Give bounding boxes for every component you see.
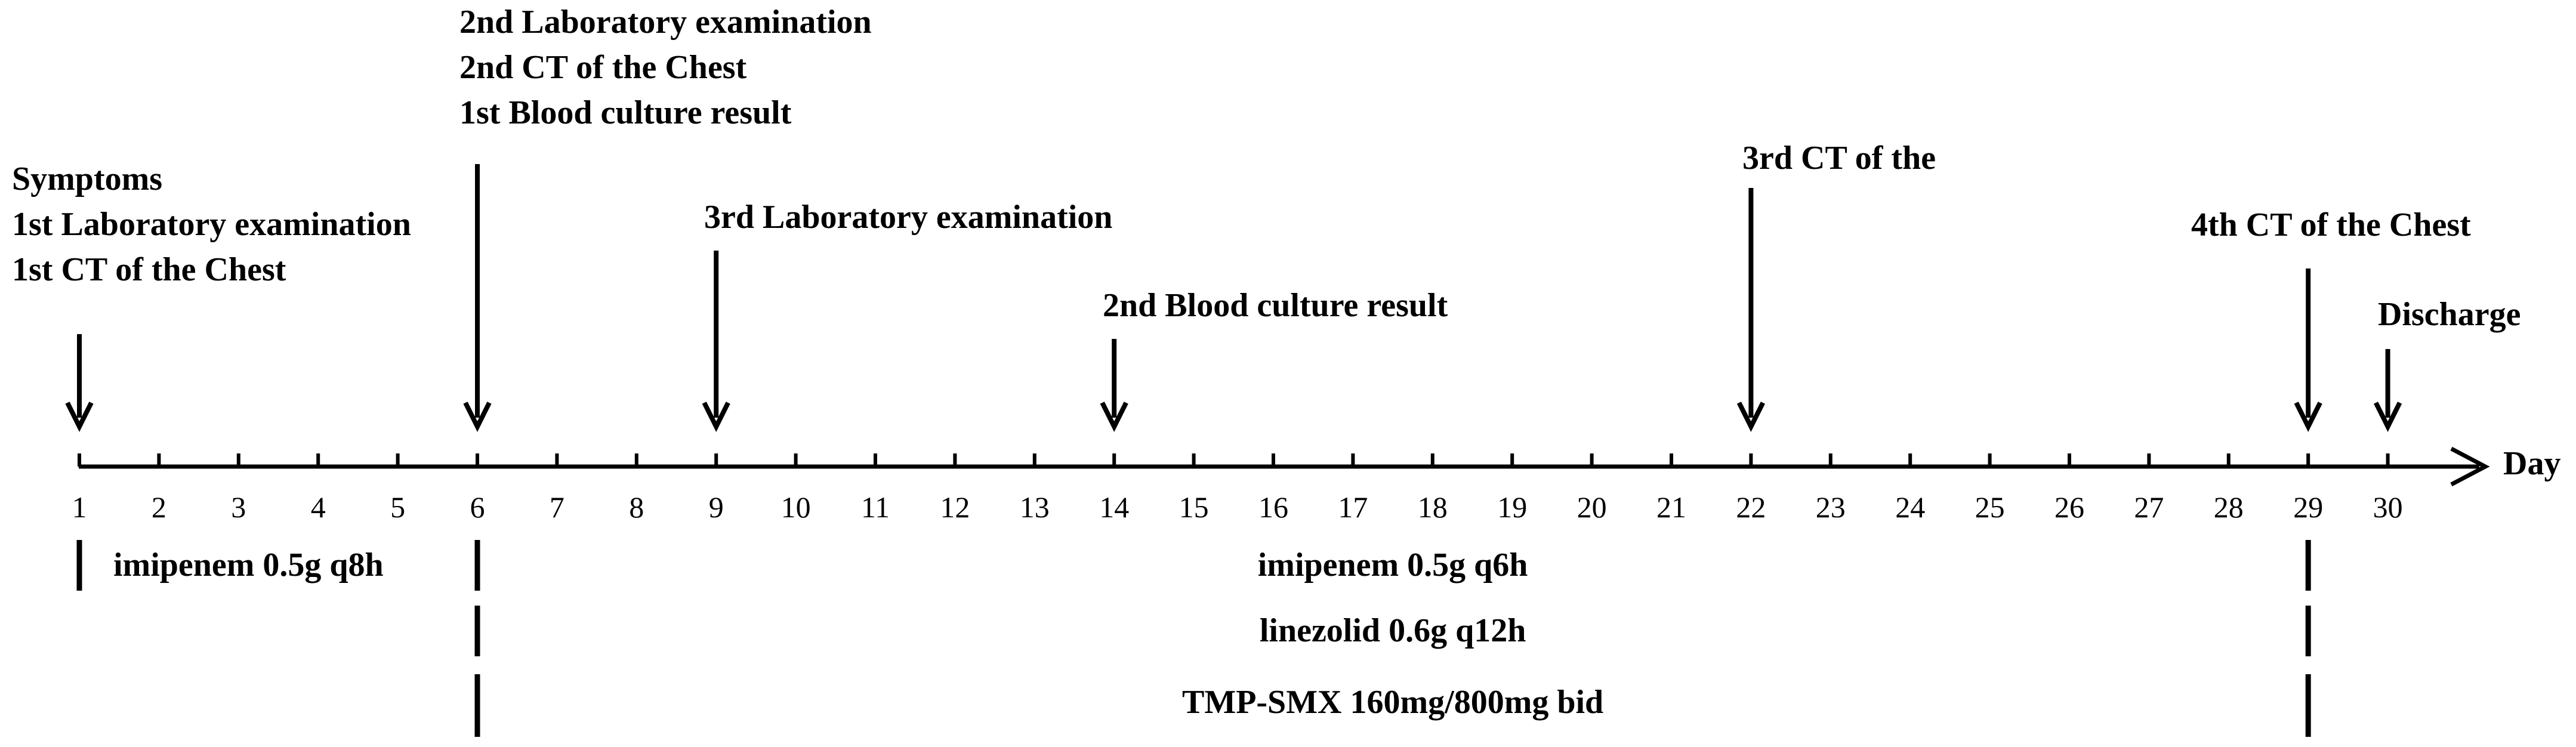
event-arrowhead	[463, 402, 492, 432]
day-label: 8	[629, 490, 644, 524]
treatment-periods: imipenem 0.5g q8h imipenem 0.5g q6h linezo…	[76, 540, 2311, 737]
event-arrowhead	[2374, 402, 2402, 432]
event-marker-day-6: 2nd Laboratory examination 2nd CT of the …	[459, 4, 872, 432]
event-marker-day-29: 4th CT of the Chest	[2191, 206, 2471, 432]
event-label: 2nd Blood culture result	[1103, 287, 1448, 324]
treatment-label: linezolid 0.6g q12h	[1260, 612, 1526, 649]
event-label: 1st CT of the Chest	[12, 251, 286, 288]
day-label: 22	[1736, 490, 1766, 524]
event-label: 2nd CT of the Chest	[459, 49, 747, 86]
event-label: Discharge	[2378, 296, 2521, 333]
day-label: 29	[2293, 490, 2323, 524]
event-label: 3rd Laboratory examination	[704, 199, 1112, 236]
event-label: 2nd Laboratory examination	[459, 4, 872, 41]
axis-label: Day	[2503, 445, 2560, 482]
event-marker-day-14: 2nd Blood culture result	[1100, 287, 1448, 432]
day-label: 1	[72, 490, 87, 524]
day-label: 28	[2214, 490, 2244, 524]
day-label: 4	[311, 490, 326, 524]
event-marker-day-9: 3rd Laboratory examination	[702, 199, 1112, 432]
day-label: 21	[1656, 490, 1686, 524]
event-label: Symptoms	[12, 160, 162, 197]
event-arrowhead	[1736, 402, 1765, 432]
event-label: 1st Laboratory examination	[12, 206, 411, 243]
day-label: 25	[1975, 490, 2005, 524]
treatment-row: linezolid 0.6g q12h	[1260, 612, 1526, 649]
event-label: 3rd CT of the	[1742, 140, 1936, 177]
axis-ticks: 1 2 3 4 5 6 7 8 9 10 11 12 13 14 15 16 17 18 19 20 21 22 23 24 2…	[72, 453, 2403, 524]
day-label: 3	[231, 490, 246, 524]
day-label: 19	[1497, 490, 1527, 524]
day-label: 10	[781, 490, 811, 524]
day-label: 24	[1895, 490, 1925, 524]
event-arrowhead	[1100, 402, 1128, 432]
event-marker-day-22: 3rd CT of the	[1736, 140, 1936, 432]
treatment-row: TMP-SMX 160mg/800mg bid	[1182, 684, 1603, 721]
day-label: 27	[2134, 490, 2164, 524]
day-label: 26	[2054, 490, 2084, 524]
treatment-label: TMP-SMX 160mg/800mg bid	[1182, 684, 1603, 721]
day-label: 7	[550, 490, 564, 524]
event-marker-day-30: Discharge	[2374, 296, 2521, 432]
day-label: 30	[2373, 490, 2403, 524]
axis-arrowhead	[2450, 446, 2490, 487]
treatment-label: imipenem 0.5g q8h	[113, 547, 384, 584]
day-label: 13	[1020, 490, 1050, 524]
day-label: 11	[861, 490, 890, 524]
day-label: 5	[390, 490, 405, 524]
day-label: 15	[1179, 490, 1209, 524]
event-label: 1st Blood culture result	[459, 94, 792, 131]
event-arrowhead	[702, 402, 730, 432]
day-label: 6	[470, 490, 485, 524]
event-arrowhead	[2294, 402, 2322, 432]
day-label: 18	[1418, 490, 1448, 524]
day-label: 2	[152, 490, 166, 524]
event-marker-day-1: Symptoms 1st Laboratory examination 1st CT…	[12, 160, 411, 432]
event-markers: Symptoms 1st Laboratory examination 1st CT…	[12, 4, 2521, 432]
treatment-row: imipenem 0.5g q6h	[1258, 547, 1528, 584]
day-label: 14	[1099, 490, 1129, 524]
day-label: 23	[1816, 490, 1846, 524]
day-label: 20	[1577, 490, 1607, 524]
event-label: 4th CT of the Chest	[2191, 206, 2471, 243]
event-arrowhead	[65, 402, 94, 432]
day-label: 17	[1338, 490, 1368, 524]
day-label: 9	[709, 490, 724, 524]
treatment-row: imipenem 0.5g q8h	[113, 547, 384, 584]
day-label: 16	[1258, 490, 1288, 524]
day-label: 12	[940, 490, 970, 524]
treatment-label: imipenem 0.5g q6h	[1258, 547, 1528, 584]
